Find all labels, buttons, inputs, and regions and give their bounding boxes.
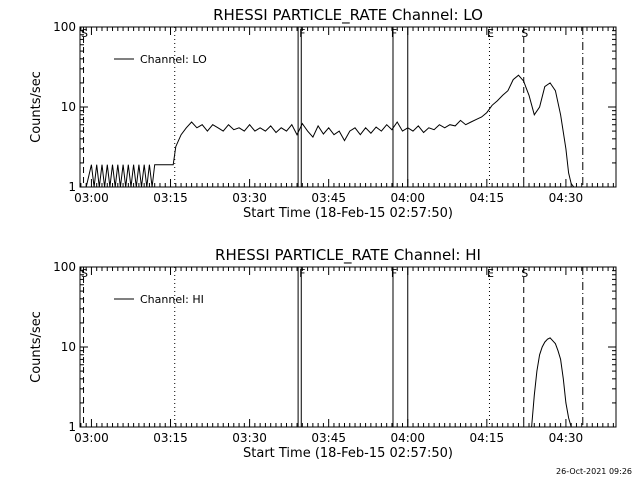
hi-x-tick-label: 04:30	[549, 431, 584, 445]
hi-event-marker-label: S	[521, 267, 528, 280]
timestamp: 26-Oct-2021 09:26	[556, 467, 632, 476]
lo-y-tick-label: 1	[68, 180, 76, 194]
lo-event-marker-label: S	[81, 27, 88, 40]
hi-chart-title: RHESSI PARTICLE_RATE Channel: HI	[215, 246, 481, 265]
hi-event-marker-label: S	[81, 267, 88, 280]
lo-chart-title: RHESSI PARTICLE_RATE Channel: LO	[213, 6, 483, 25]
hi-y-tick-label: 1	[68, 420, 76, 434]
hi-y-axis-label: Counts/sec	[29, 311, 44, 383]
lo-x-tick-label: 04:30	[549, 191, 584, 205]
hi-x-tick-label: 03:15	[153, 431, 188, 445]
hi-event-marker-label: F	[391, 267, 397, 280]
lo-plot-frame	[79, 26, 617, 188]
lo-x-tick-label: 03:15	[153, 191, 188, 205]
lo-x-tick-label: 04:15	[470, 191, 505, 205]
lo-x-tick-label: 03:45	[311, 191, 346, 205]
hi-y-tick-label: 100	[53, 260, 76, 274]
hi-x-tick-label: 03:00	[74, 431, 109, 445]
hi-x-tick-label: 04:00	[390, 431, 425, 445]
hi-event-marker-label: F	[299, 267, 305, 280]
lo-x-tick-label: 03:30	[232, 191, 267, 205]
hi-y-tick-label: 10	[61, 340, 76, 354]
hi-x-axis-label: Start Time (18-Feb-15 02:57:50)	[243, 446, 453, 461]
hi-data-series-line	[531, 337, 572, 428]
lo-y-axis-label: Counts/sec	[29, 71, 44, 143]
hi-x-tick-label: 03:45	[311, 431, 346, 445]
hi-x-tick-label: 03:30	[232, 431, 267, 445]
lo-x-tick-label: 03:00	[74, 191, 109, 205]
hi-event-marker-label: E	[487, 267, 494, 280]
lo-y-tick-label: 100	[53, 20, 76, 34]
hi-x-tick-label: 04:15	[470, 431, 505, 445]
lo-x-tick-label: 04:00	[390, 191, 425, 205]
lo-x-axis-label: Start Time (18-Feb-15 02:57:50)	[243, 206, 453, 221]
hi-plot-frame	[79, 266, 617, 428]
hi-legend-label: Channel: HI	[140, 293, 204, 306]
lo-event-marker-label: E	[487, 27, 494, 40]
lo-legend-label: Channel: LO	[140, 53, 207, 66]
lo-y-tick-label: 10	[61, 100, 76, 114]
lo-data-series-line	[85, 74, 575, 188]
lo-event-marker-label: S	[521, 27, 528, 40]
lo-event-marker-label: F	[391, 27, 397, 40]
lo-event-marker-label: F	[299, 27, 305, 40]
